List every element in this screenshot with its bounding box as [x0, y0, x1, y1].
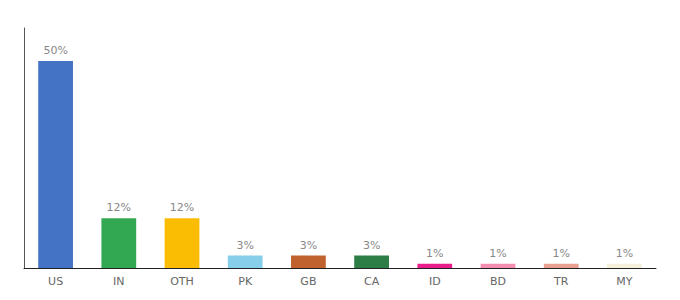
svg-text:3%: 3% — [300, 239, 317, 252]
svg-text:PK: PK — [238, 275, 253, 288]
svg-text:1%: 1% — [426, 247, 443, 260]
svg-text:3%: 3% — [363, 239, 380, 252]
svg-text:GB: GB — [300, 275, 316, 288]
svg-text:12%: 12% — [170, 201, 194, 214]
svg-text:US: US — [48, 275, 63, 288]
svg-text:1%: 1% — [552, 247, 569, 260]
svg-text:IN: IN — [113, 275, 124, 288]
svg-text:12%: 12% — [107, 201, 131, 214]
svg-text:BD: BD — [490, 275, 506, 288]
svg-text:1%: 1% — [489, 247, 506, 260]
svg-text:50%: 50% — [43, 44, 67, 57]
svg-text:ID: ID — [429, 275, 441, 288]
svg-text:MY: MY — [616, 275, 632, 288]
svg-text:OTH: OTH — [170, 275, 194, 288]
svg-text:3%: 3% — [236, 239, 253, 252]
svg-text:CA: CA — [364, 275, 380, 288]
svg-text:1%: 1% — [616, 247, 633, 260]
svg-text:TR: TR — [553, 275, 569, 288]
